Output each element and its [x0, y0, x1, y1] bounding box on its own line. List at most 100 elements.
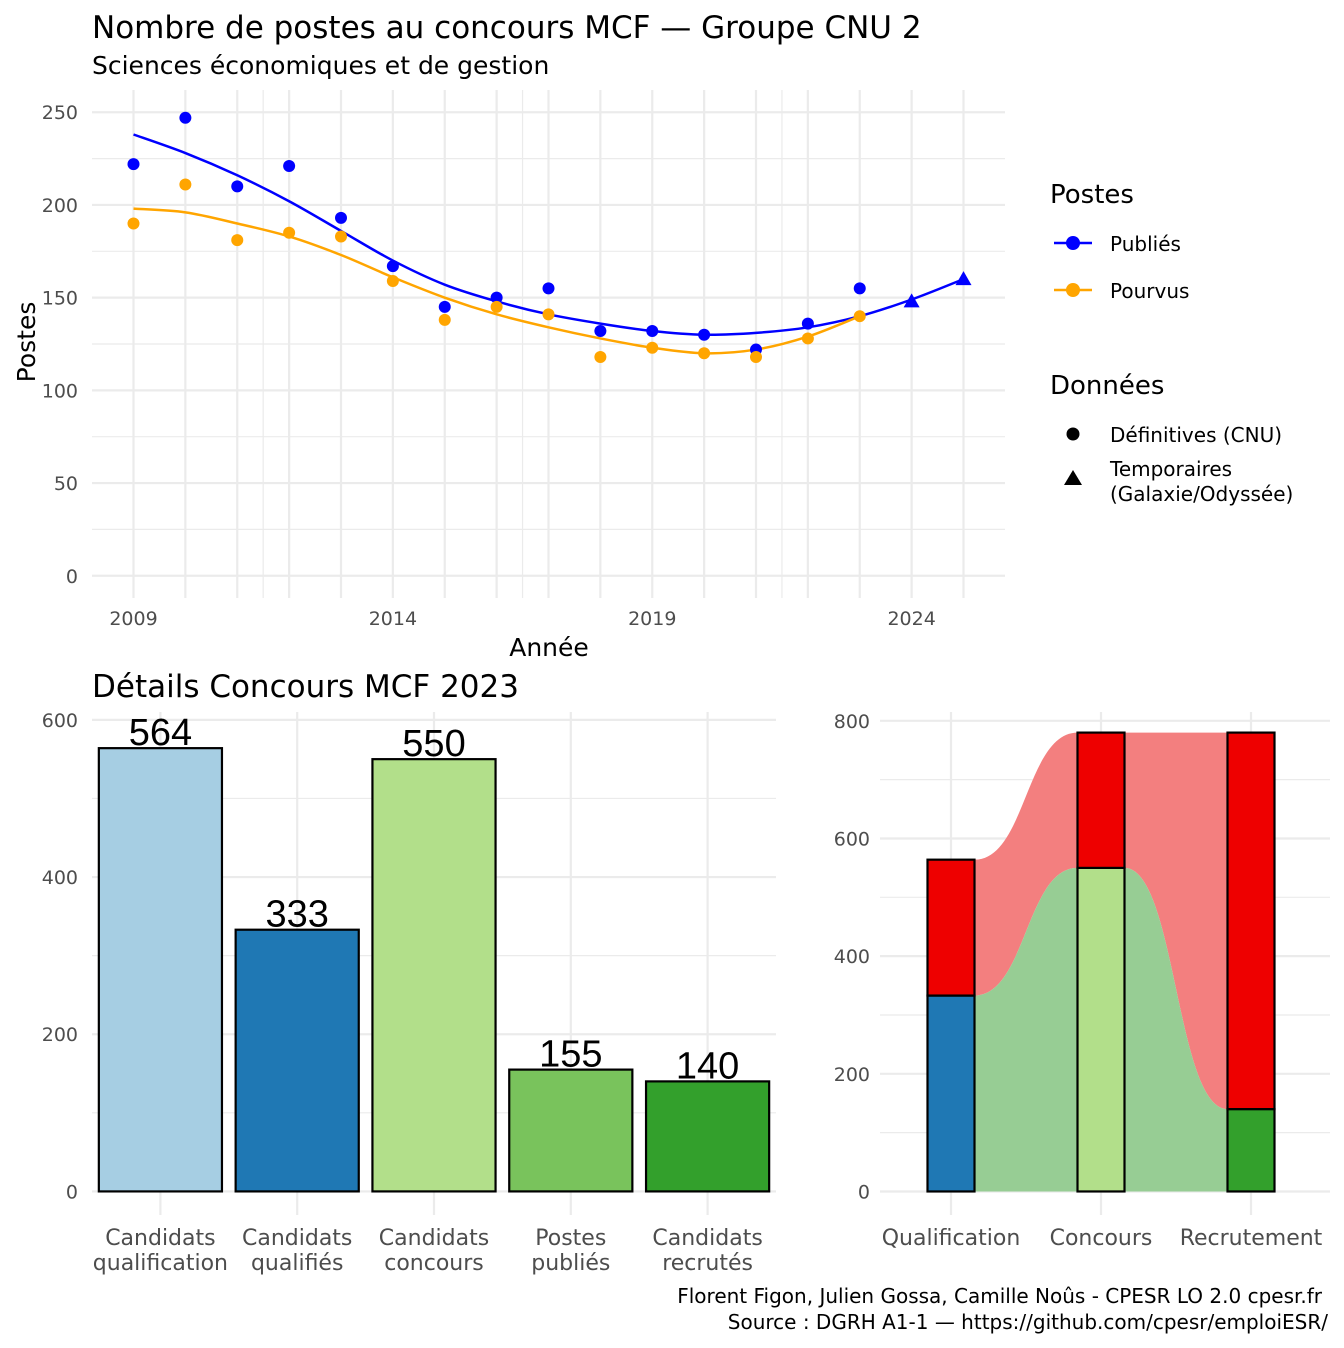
caption-source: Source : DGRH A1-1 — https://github.com/…	[728, 1310, 1328, 1334]
flow-lost	[974, 732, 1078, 996]
legend: Postes Publiés Pourvus Données Définitiv…	[1050, 180, 1293, 506]
y-tick-label: 150	[42, 288, 78, 310]
data-point-definitive	[646, 325, 659, 338]
legend-label-publies: Publiés	[1110, 232, 1181, 256]
x-tick-label: Postes publiés	[531, 1226, 610, 1276]
x-tick-label: Candidats qualifiés	[242, 1226, 352, 1276]
timeseries-x-ticks: 2009 2014 2019 2024	[109, 608, 935, 630]
bar	[371, 758, 497, 1193]
bar	[644, 1080, 771, 1193]
details-bar-panel: 0 200 400 600 564 333 550 155 140 Candidats qual…	[42, 710, 776, 1276]
data-point-definitive	[594, 350, 607, 363]
timeseries-grid	[92, 90, 1005, 598]
legend-item-temporaires: Temporaires (Galaxie/Odyssée)	[1064, 457, 1293, 506]
postes-timeseries-panel: 0 50 100 150 200 250 2009 2014 2019 2024 Année P…	[12, 90, 1005, 662]
data-point-definitive	[231, 234, 244, 247]
data-point-definitive	[231, 180, 244, 193]
x-tick-label: Candidats concours	[379, 1226, 489, 1276]
x-tick-label: Qualification	[882, 1226, 1021, 1251]
data-point-definitive	[438, 300, 451, 313]
legend-donnees-title: Données	[1050, 371, 1164, 401]
chart-title: Nombre de postes au concours MCF — Group…	[92, 10, 922, 46]
stack-segment	[926, 858, 976, 997]
legend-postes-title: Postes	[1050, 180, 1134, 210]
bar-x-ticks: Candidats qualification Candidats qualifiés…	[93, 1226, 763, 1276]
flow-retained	[974, 867, 1078, 1192]
data-point-definitive	[127, 217, 140, 230]
x-tick-label: Recrutement	[1180, 1226, 1323, 1251]
y-tick-label: 50	[54, 473, 78, 495]
stack-segment	[926, 994, 976, 1193]
bar	[234, 928, 360, 1193]
y-tick-label: 600	[42, 710, 78, 732]
data-point-definitive	[698, 328, 711, 341]
alluvial-y-ticks: 0 200 400 600 800	[834, 711, 870, 1204]
data-point-definitive	[646, 341, 659, 354]
y-tick-label: 100	[42, 380, 78, 402]
data-point-definitive	[490, 291, 503, 304]
caption-authors: Florent Figon, Julien Gossa, Camille Noû…	[677, 1284, 1323, 1308]
alluvial-stacks	[926, 731, 1276, 1193]
x-tick-label: Candidats recrutés	[652, 1226, 762, 1276]
legend-item-pourvus: Pourvus	[1054, 279, 1189, 303]
circle-icon	[1066, 427, 1080, 441]
y-tick-label: 0	[858, 1181, 870, 1203]
timeseries-y-ticks: 0 50 100 150 200 250	[42, 102, 78, 588]
data-point-definitive	[438, 313, 451, 326]
timeseries-points	[127, 111, 972, 363]
bar-value-label: 550	[402, 723, 465, 765]
y-tick-label: 800	[834, 711, 870, 733]
data-point-definitive	[698, 347, 711, 360]
legend-label-temporaires: Temporaires (Galaxie/Odyssée)	[1109, 457, 1293, 506]
bar-value-label: 564	[129, 712, 192, 754]
data-point-definitive	[179, 111, 192, 124]
y-tick-label: 400	[834, 946, 870, 968]
triangle-icon	[1064, 470, 1082, 485]
smooth-line-pourvus	[133, 207, 861, 355]
data-point-definitive	[801, 332, 814, 345]
data-point-temporary	[955, 271, 972, 286]
data-point-definitive	[335, 230, 347, 243]
flow-lost	[1124, 732, 1228, 1110]
data-point-definitive	[283, 226, 296, 239]
data-point-definitive	[801, 317, 814, 330]
y-tick-label: 0	[66, 566, 78, 588]
x-tick-label: 2024	[887, 608, 935, 630]
x-axis-title: Année	[509, 633, 589, 662]
x-tick-label: 2019	[628, 608, 676, 630]
data-point-definitive	[853, 310, 866, 323]
data-point-definitive	[594, 325, 607, 338]
bar	[97, 747, 224, 1193]
legend-label-pourvus: Pourvus	[1110, 279, 1189, 303]
x-tick-label: Candidats qualification	[93, 1226, 228, 1276]
bar-y-ticks: 0 200 400 600	[42, 710, 78, 1204]
data-point-definitive	[542, 282, 555, 295]
legend-item-publies: Publiés	[1054, 232, 1181, 256]
bars: 564 333 550 155 140	[97, 712, 771, 1193]
stack-segment	[1226, 1108, 1276, 1193]
chart-subtitle: Sciences économiques et de gestion	[92, 51, 549, 80]
legend-item-definitives: Définitives (CNU)	[1066, 423, 1282, 447]
y-tick-label: 600	[834, 828, 870, 850]
data-point-definitive	[750, 350, 762, 363]
data-point-definitive	[490, 300, 503, 313]
y-tick-label: 0	[66, 1181, 78, 1203]
alluvial-panel: 0 200 400 600 800 Qualification Concours Recru…	[834, 711, 1330, 1251]
x-tick-label: 2014	[369, 608, 417, 630]
stack-segment	[1076, 731, 1126, 870]
x-tick-label: Concours	[1050, 1226, 1153, 1251]
data-point-temporary	[903, 293, 920, 308]
y-tick-label: 250	[42, 102, 78, 124]
y-tick-label: 400	[42, 867, 78, 889]
bar	[508, 1068, 634, 1193]
y-tick-label: 200	[42, 1024, 78, 1046]
alluvial-flows	[974, 732, 1228, 1192]
data-point-definitive	[386, 260, 399, 273]
data-point-definitive	[386, 274, 399, 287]
bar-value-label: 155	[539, 1034, 602, 1076]
flow-retained	[1124, 867, 1228, 1192]
data-point-definitive	[179, 178, 192, 191]
alluvial-x-ticks: Qualification Concours Recrutement	[882, 1226, 1323, 1251]
bar-chart-title: Détails Concours MCF 2023	[92, 669, 519, 705]
